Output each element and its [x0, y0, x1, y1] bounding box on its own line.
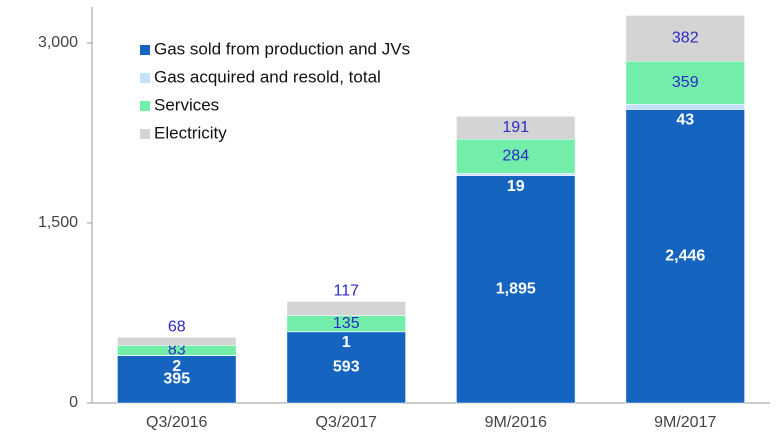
legend-label: Gas acquired and resold, total	[154, 67, 381, 86]
bar-segment	[456, 173, 576, 176]
bar-segment	[456, 175, 576, 404]
y-tick-label: 3,000	[38, 34, 78, 51]
value-label: 117	[333, 283, 359, 300]
legend-label: Electricity	[154, 123, 227, 142]
legend-swatch	[140, 129, 150, 139]
bar-segment	[117, 355, 237, 404]
value-label: 593	[333, 359, 360, 376]
bar-segment	[625, 104, 745, 110]
legend-swatch	[140, 45, 150, 55]
value-label: 359	[672, 74, 699, 91]
x-tick-label: Q3/2017	[316, 414, 377, 431]
value-label: 284	[502, 147, 529, 164]
value-label: 191	[502, 119, 529, 136]
value-label: 19	[507, 178, 525, 195]
bar-segment	[117, 336, 237, 346]
legend-label: Services	[154, 95, 219, 114]
x-tick-label: 9M/2017	[654, 414, 716, 431]
value-label: 83	[168, 342, 186, 359]
value-label: 68	[168, 318, 186, 335]
value-label: 382	[672, 30, 699, 47]
value-label: 2,446	[665, 247, 705, 264]
value-label: 43	[676, 112, 694, 129]
legend-swatch	[140, 101, 150, 111]
value-label: 2	[172, 358, 181, 375]
bar-segment	[625, 15, 745, 62]
bar-segment	[625, 109, 745, 404]
bar-segment	[286, 301, 406, 316]
value-label: 135	[333, 315, 360, 332]
legend-swatch	[140, 73, 150, 83]
bar-segment	[456, 116, 576, 140]
x-tick-label: Q3/2016	[146, 414, 207, 431]
bar-segment	[456, 138, 576, 174]
value-label: 395	[163, 371, 190, 388]
bar-segment	[286, 331, 406, 404]
y-tick-label: 1,500	[38, 214, 78, 231]
legend-label: Gas sold from production and JVs	[154, 39, 410, 58]
y-tick-label: 0	[69, 394, 78, 411]
value-label: 1,895	[496, 281, 536, 298]
x-tick-label: 9M/2016	[485, 414, 547, 431]
value-label: 1	[342, 334, 351, 351]
